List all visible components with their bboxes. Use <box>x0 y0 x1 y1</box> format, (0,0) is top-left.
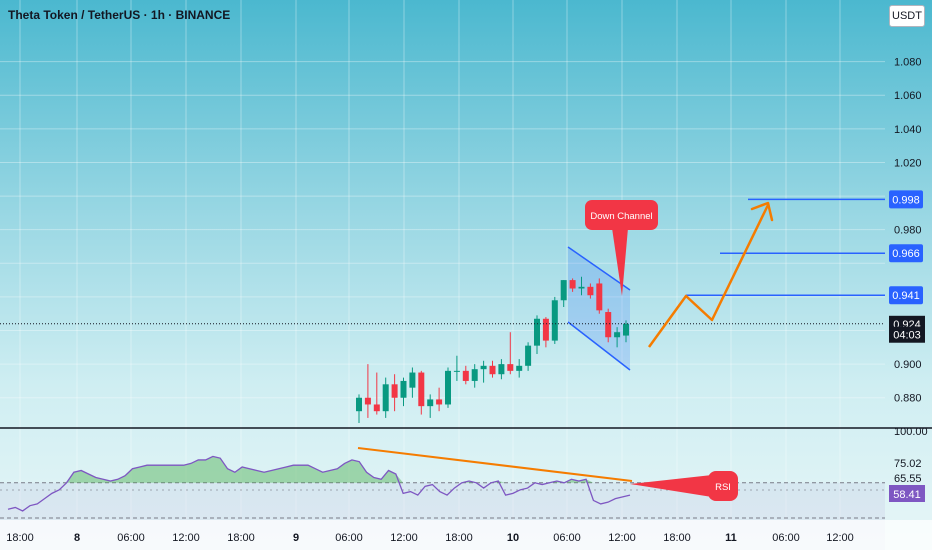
candle-up <box>356 397 362 412</box>
rsi-line <box>7 455 631 512</box>
candle-down <box>436 399 443 405</box>
chart-title: Theta Token / TetherUS · 1h · BINANCE <box>8 8 231 22</box>
callout-pointer <box>612 228 628 296</box>
price-label-text: 04:03 <box>893 330 921 342</box>
candle-down <box>605 312 612 338</box>
price-label-box <box>889 286 923 305</box>
candle-down <box>542 318 549 341</box>
price-label-text: 0.998 <box>892 194 920 206</box>
rsi-overbought-fill <box>8 456 630 483</box>
candle-up <box>614 332 621 338</box>
y-tick-label: 1.080 <box>894 57 922 69</box>
price-label-box <box>889 326 925 343</box>
price-label-text: 0.941 <box>892 290 920 302</box>
x-tick-label: 06:00 <box>117 532 145 544</box>
candle-down <box>462 370 469 381</box>
candle-down <box>373 404 380 412</box>
candle-up <box>471 369 478 381</box>
candle-up <box>445 370 451 405</box>
callout-down-channel <box>585 200 658 230</box>
x-tick-label: 18:00 <box>445 532 473 544</box>
y-tick-label: 1.060 <box>894 90 922 102</box>
projection-path <box>647 204 770 348</box>
candle-down <box>507 364 514 371</box>
x-tick-label: 06:00 <box>335 532 363 544</box>
x-tick-label: 12:00 <box>826 532 854 544</box>
callout-down-channel-label: Down Channel <box>590 211 652 222</box>
candle-up <box>551 300 558 341</box>
projection-arrowhead <box>750 201 774 222</box>
candle-down <box>391 384 398 398</box>
price-label-box <box>889 190 923 209</box>
x-tick-label: 06:00 <box>772 532 800 544</box>
x-tick-label: 12:00 <box>608 532 636 544</box>
candle-down <box>489 365 496 375</box>
y-tick-label: 0.980 <box>894 225 922 237</box>
candle-up <box>453 370 460 372</box>
candle-up <box>516 365 523 371</box>
time-axis-background <box>0 520 932 550</box>
candle-up <box>525 345 532 366</box>
candle-down <box>418 372 425 407</box>
y-tick-label: 0.900 <box>894 359 922 371</box>
x-tick-label: 10 <box>507 532 519 544</box>
candle-up <box>409 372 416 388</box>
x-tick-label: 9 <box>293 532 299 544</box>
candle-up <box>534 318 540 346</box>
candle-down <box>587 286 594 296</box>
candle-down <box>596 283 603 311</box>
candle-up <box>498 364 505 375</box>
candle-down <box>569 280 576 289</box>
rsi-callout-label: RSI <box>715 482 731 493</box>
rsi-current-box <box>889 485 925 502</box>
candle-down <box>364 397 371 405</box>
x-tick-label: 18:00 <box>6 532 34 544</box>
candle-up <box>480 365 487 370</box>
x-tick-label: 8 <box>74 532 80 544</box>
down-channel-lower <box>567 321 631 371</box>
candle-up <box>382 384 389 412</box>
candle-up <box>427 399 434 407</box>
rsi-callout-pointer <box>630 475 712 497</box>
rsi-tick-label: 100.00 <box>894 426 928 438</box>
x-tick-label: 12:00 <box>390 532 418 544</box>
y-tick-label: 1.040 <box>894 124 922 136</box>
rsi-tick-label: 65.55 <box>894 473 922 485</box>
rsi-current-label: 58.41 <box>893 489 921 501</box>
x-tick-label: 11 <box>725 532 737 544</box>
y-tick-label: 1.020 <box>894 157 922 169</box>
y-tick-label: 0.880 <box>894 393 922 405</box>
x-tick-label: 06:00 <box>553 532 581 544</box>
rsi-callout <box>708 471 738 501</box>
x-tick-label: 12:00 <box>172 532 200 544</box>
candle-up <box>400 380 407 398</box>
price-label-text: 0.966 <box>892 248 920 260</box>
candle-up <box>578 286 585 289</box>
x-tick-label: 18:00 <box>227 532 255 544</box>
x-tick-label: 18:00 <box>663 532 691 544</box>
down-channel-upper <box>567 246 631 291</box>
currency-button[interactable]: USDT <box>889 5 925 27</box>
rsi-tick-label: 75.02 <box>894 458 922 470</box>
rsi-divergence-line <box>357 447 633 482</box>
candle-up <box>560 280 567 301</box>
price-label-box <box>889 244 923 263</box>
candle-up <box>623 323 629 336</box>
